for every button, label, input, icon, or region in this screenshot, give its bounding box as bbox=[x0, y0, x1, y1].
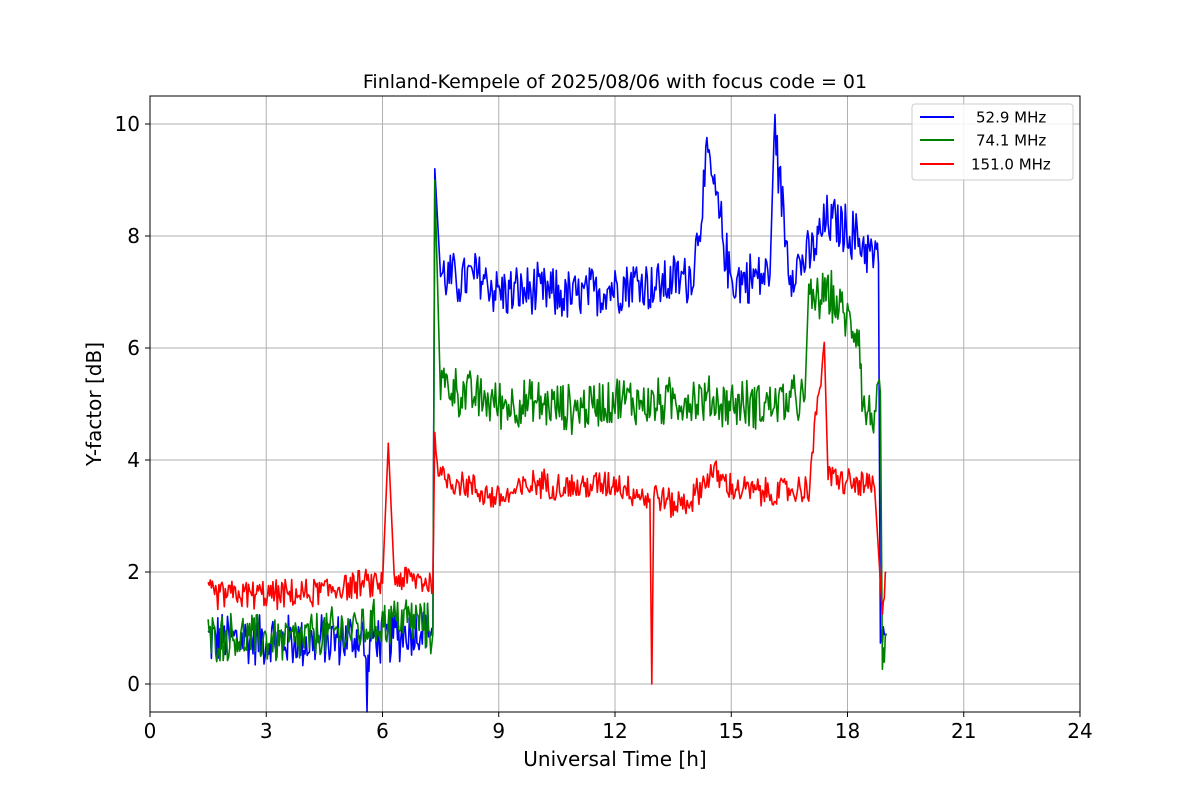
series-layer bbox=[207, 113, 888, 713]
y-tick-label: 8 bbox=[127, 224, 140, 248]
x-tick-label: 12 bbox=[602, 719, 627, 743]
legend-box bbox=[911, 103, 1074, 181]
x-tick-label: 15 bbox=[719, 719, 744, 743]
x-tick-label: 0 bbox=[144, 719, 157, 743]
x-tick-label: 6 bbox=[376, 719, 389, 743]
y-tick-label: 6 bbox=[127, 336, 140, 360]
chart-title: Finland-Kempele of 2025/08/06 with focus… bbox=[363, 71, 867, 93]
series-line-151-0-mhz bbox=[207, 341, 887, 685]
series-line-74-1-mhz bbox=[207, 179, 888, 670]
series-line-52-9-mhz bbox=[207, 113, 887, 713]
x-tick-label: 24 bbox=[1067, 719, 1092, 743]
x-tick-label: 21 bbox=[951, 719, 976, 743]
x-tick-label: 9 bbox=[492, 719, 505, 743]
legend-label-151-0: 151.0 MHz bbox=[971, 156, 1051, 174]
y-tick-label: 10 bbox=[115, 112, 140, 136]
y-tick-label: 4 bbox=[127, 448, 140, 472]
x-tick-label: 18 bbox=[835, 719, 860, 743]
legend-label-52-9: 52.9 MHz bbox=[976, 109, 1046, 127]
y-tick-label: 2 bbox=[127, 560, 140, 584]
x-axis-label: Universal Time [h] bbox=[523, 747, 706, 771]
y-axis-label: Y-factor [dB] bbox=[82, 342, 106, 467]
y-tick-label: 0 bbox=[127, 672, 140, 696]
legend-label-74-1: 74.1 MHz bbox=[976, 132, 1046, 150]
legend: 52.9 MHz 74.1 MHz 151.0 MHz bbox=[911, 103, 1074, 181]
x-tick-label: 3 bbox=[260, 719, 273, 743]
